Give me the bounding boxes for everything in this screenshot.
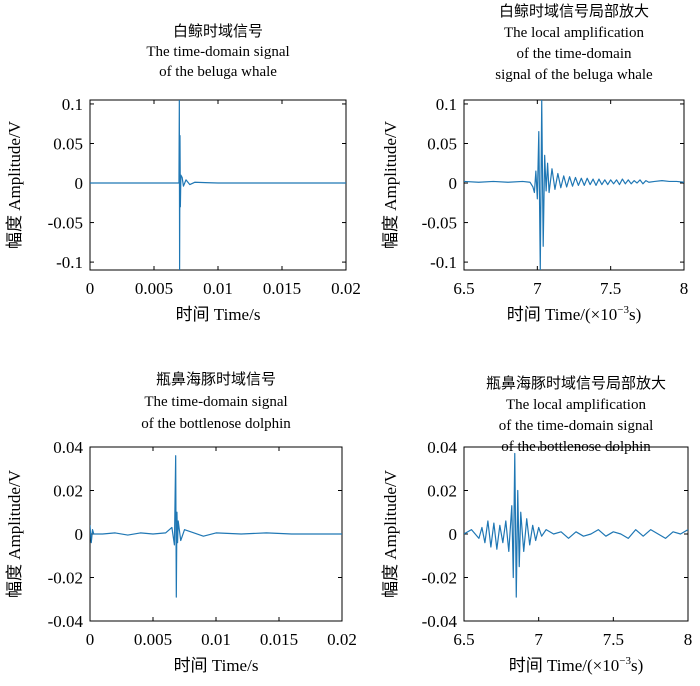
x-tick-label: 7.5	[600, 279, 621, 298]
chart-title-line: signal of the beluga whale	[495, 67, 653, 83]
x-tick-label: 0.015	[260, 630, 298, 649]
x-tick-label: 0.005	[135, 279, 173, 298]
y-tick-label: 0.1	[62, 95, 83, 114]
x-axis-label: 时间 Time/s	[174, 656, 259, 675]
x-tick-label: 0.02	[327, 630, 357, 649]
x-tick-label: 6.5	[453, 279, 474, 298]
y-tick-label: 0	[75, 174, 84, 193]
plot-frame	[89, 99, 347, 271]
chart-panel-4: 瓶鼻海豚时域信号局部放大 The local amplification of th…	[381, 375, 692, 675]
chart-panel-3: 瓶鼻海豚时域信号 The time-domain signal of the bot…	[5, 371, 357, 675]
x-axis-label: 时间 Time/s	[176, 305, 261, 324]
chart-title-line: of the time-domain signal	[499, 418, 654, 434]
y-tick-label: 0.04	[53, 438, 83, 457]
signal-series-1	[464, 452, 688, 598]
chart-title-line: The local amplification	[506, 397, 646, 413]
y-tick-label: -0.1	[56, 253, 83, 272]
x-tick-label: 7	[534, 630, 543, 649]
y-axis-label: 幅度 Amplitude/V	[5, 120, 24, 249]
plot-frame	[463, 446, 689, 622]
signal-series-1	[90, 455, 342, 598]
chart-title-line: of the time-domain	[517, 46, 632, 62]
y-tick-label: 0	[449, 525, 458, 544]
chart-title-line: 瓶鼻海豚时域信号局部放大	[486, 375, 666, 392]
chart-title-line: of the beluga whale	[159, 64, 277, 80]
y-tick-label: 0.1	[436, 95, 457, 114]
x-tick-label: 7	[533, 279, 542, 298]
y-tick-label: -0.02	[48, 569, 83, 588]
y-tick-label: 0.04	[427, 438, 457, 457]
x-tick-label: 8	[684, 630, 693, 649]
x-tick-label: 0.01	[201, 630, 231, 649]
x-tick-label: 0	[86, 630, 95, 649]
signal-series-1	[464, 100, 684, 270]
y-tick-label: -0.04	[422, 612, 458, 631]
x-tick-label: 6.5	[453, 630, 474, 649]
x-tick-label: 7.5	[603, 630, 624, 649]
chart-title-line: of the bottlenose dolphin	[141, 416, 291, 432]
y-axis-label: 幅度 Amplitude/V	[381, 469, 400, 598]
y-tick-label: 0.02	[53, 482, 83, 501]
chart-title-line: 白鲸时域信号	[173, 23, 263, 40]
x-axis-label: 时间 Time/(×10−3s)	[507, 304, 642, 324]
y-tick-label: 0.05	[53, 134, 83, 153]
chart-title-line: 白鲸时域信号局部放大	[499, 3, 649, 20]
y-tick-label: 0	[449, 174, 458, 193]
y-tick-label: 0.02	[427, 482, 457, 501]
y-tick-label: -0.05	[48, 214, 83, 233]
chart-title-line: The time-domain signal	[146, 44, 289, 60]
x-axis-label: 时间 Time/(×10−3s)	[509, 655, 644, 675]
signal-series-1	[90, 100, 346, 270]
y-tick-label: 0.05	[427, 134, 457, 153]
plot-frame	[463, 99, 685, 271]
y-axis-label: 幅度 Amplitude/V	[5, 469, 24, 598]
y-tick-label: -0.05	[422, 214, 457, 233]
chart-panel-2: 白鲸时域信号局部放大 The local amplification of the …	[381, 3, 688, 324]
x-tick-label: 8	[680, 279, 689, 298]
chart-title-line: The local amplification	[504, 25, 644, 41]
y-tick-label: 0	[75, 525, 84, 544]
y-tick-label: -0.04	[48, 612, 84, 631]
x-tick-label: 0.01	[203, 279, 233, 298]
x-tick-label: 0.015	[263, 279, 301, 298]
chart-title-line: The time-domain signal	[144, 394, 287, 410]
y-tick-label: -0.1	[430, 253, 457, 272]
chart-panel-1: 白鲸时域信号 The time-domain signal of the belug…	[5, 23, 361, 324]
y-axis-label: 幅度 Amplitude/V	[381, 120, 400, 249]
x-tick-label: 0.02	[331, 279, 361, 298]
x-tick-label: 0	[86, 279, 95, 298]
x-tick-label: 0.005	[134, 630, 172, 649]
chart-title-line: 瓶鼻海豚时域信号	[156, 371, 276, 388]
y-tick-label: -0.02	[422, 569, 457, 588]
